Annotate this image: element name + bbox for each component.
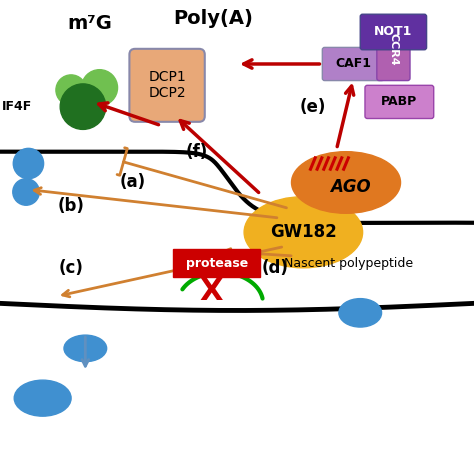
Ellipse shape bbox=[14, 380, 71, 416]
Circle shape bbox=[82, 70, 118, 106]
FancyBboxPatch shape bbox=[365, 85, 434, 118]
Ellipse shape bbox=[64, 335, 107, 362]
Text: m⁷G: m⁷G bbox=[68, 14, 112, 33]
FancyBboxPatch shape bbox=[322, 47, 384, 81]
Text: GW182: GW182 bbox=[270, 223, 337, 241]
Text: PABP: PABP bbox=[381, 95, 418, 109]
Circle shape bbox=[60, 84, 106, 129]
Text: IF4F: IF4F bbox=[2, 100, 33, 113]
Text: CCR4: CCR4 bbox=[388, 34, 399, 66]
FancyBboxPatch shape bbox=[129, 49, 205, 122]
Text: NOT1: NOT1 bbox=[374, 26, 412, 38]
Ellipse shape bbox=[292, 152, 401, 213]
Circle shape bbox=[13, 148, 44, 179]
Circle shape bbox=[56, 75, 86, 105]
Text: (e): (e) bbox=[300, 98, 326, 116]
Text: (f): (f) bbox=[186, 143, 208, 161]
Text: (c): (c) bbox=[59, 259, 83, 277]
Text: X: X bbox=[199, 277, 223, 306]
Text: DCP1
DCP2: DCP1 DCP2 bbox=[148, 70, 186, 100]
Text: protease: protease bbox=[186, 256, 248, 270]
Text: Nascent polypeptide: Nascent polypeptide bbox=[284, 256, 413, 270]
Text: Poly(A): Poly(A) bbox=[173, 9, 253, 28]
Text: AGO: AGO bbox=[330, 178, 371, 196]
Ellipse shape bbox=[244, 197, 363, 268]
Text: (b): (b) bbox=[58, 197, 84, 215]
Text: (d): (d) bbox=[262, 259, 288, 277]
FancyBboxPatch shape bbox=[360, 14, 427, 50]
Text: CAF1: CAF1 bbox=[335, 57, 371, 71]
Text: (a): (a) bbox=[119, 173, 146, 191]
Circle shape bbox=[13, 179, 39, 205]
FancyBboxPatch shape bbox=[173, 249, 260, 277]
Ellipse shape bbox=[339, 299, 382, 327]
FancyBboxPatch shape bbox=[377, 19, 410, 81]
